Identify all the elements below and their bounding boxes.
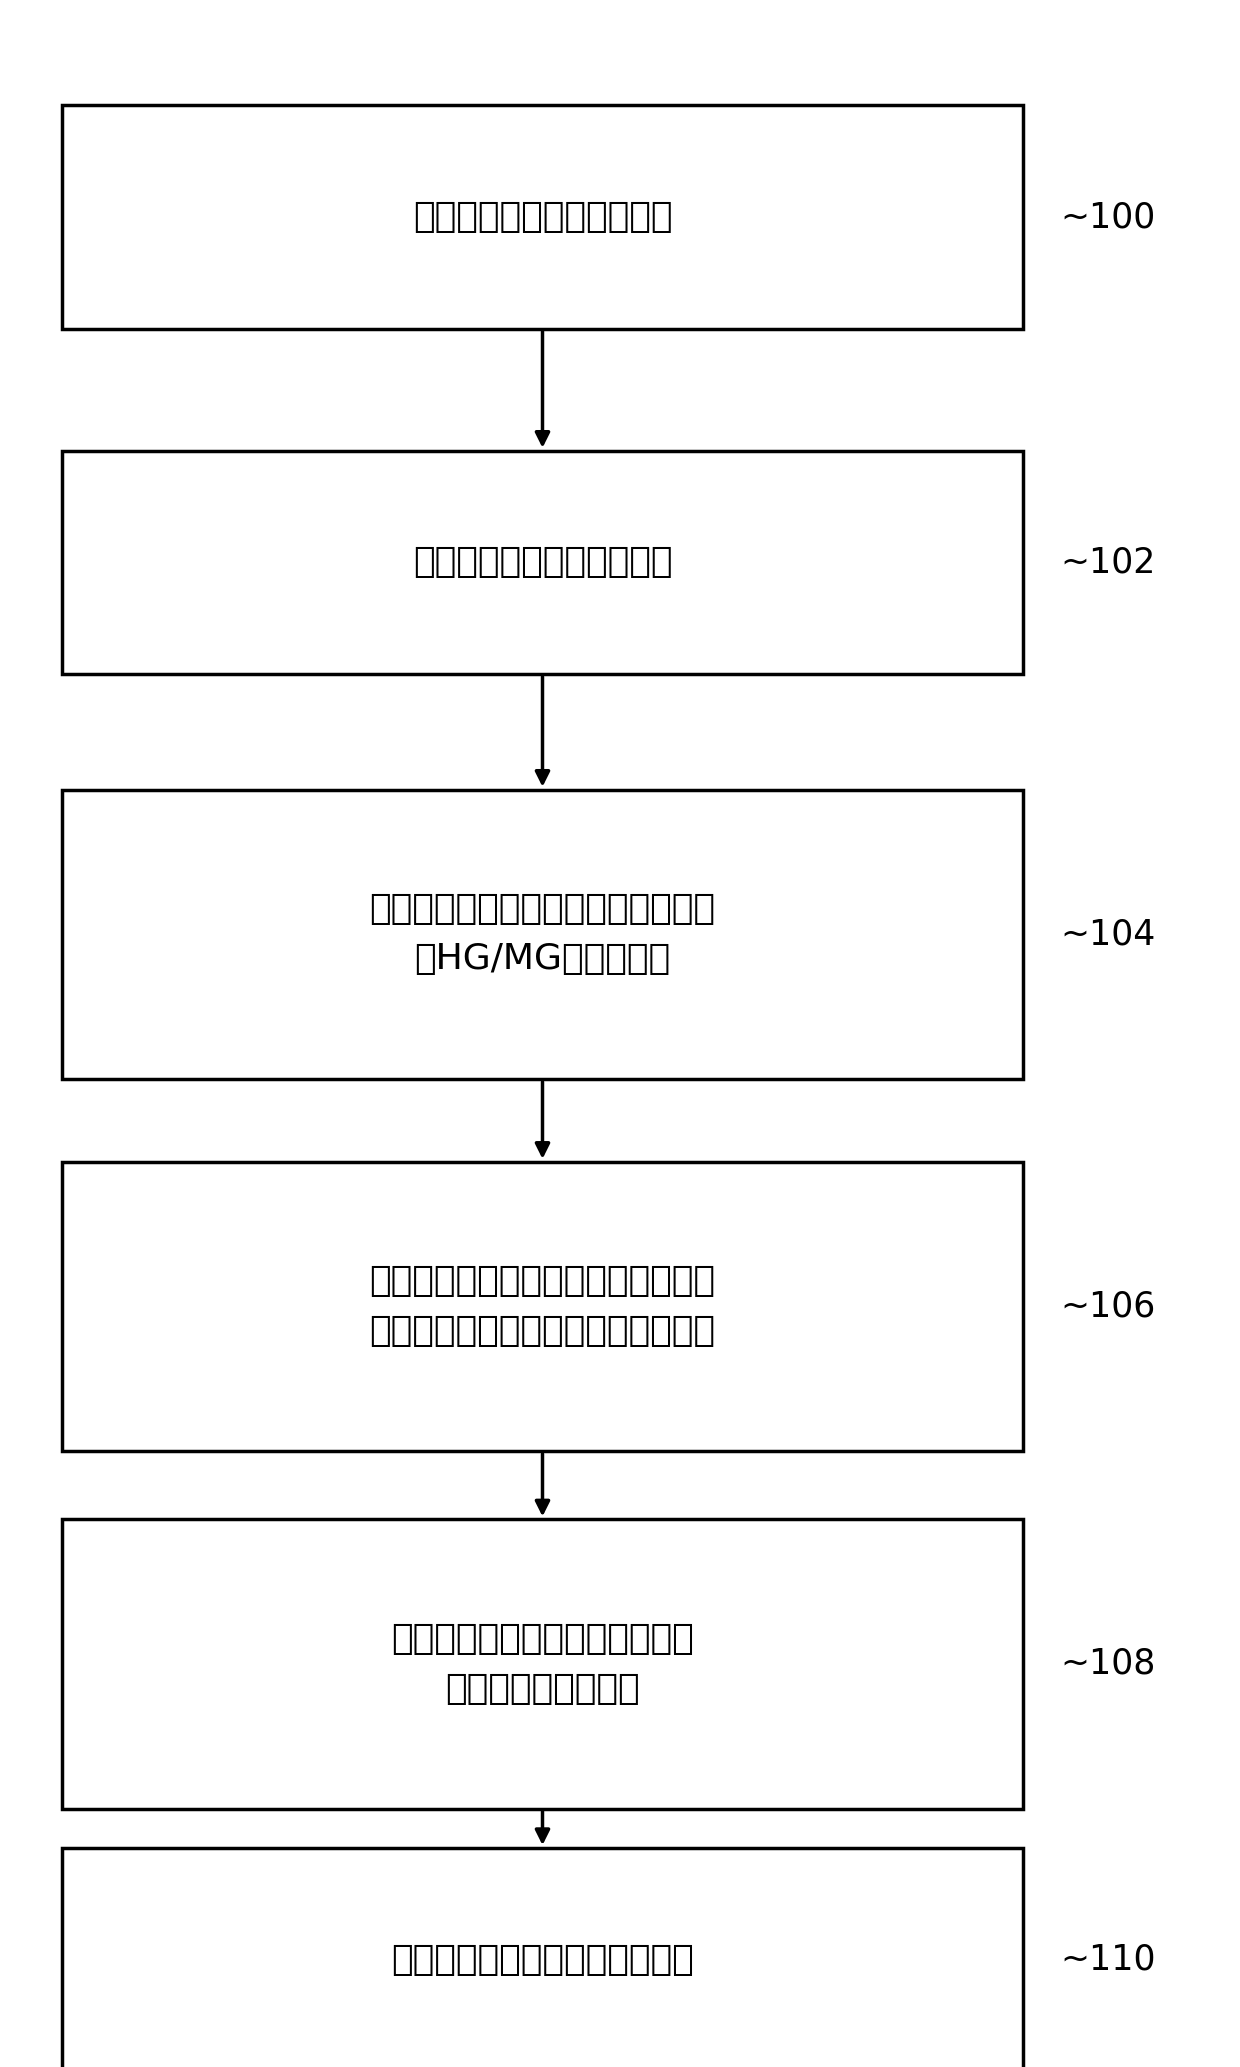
Text: ~106: ~106 bbox=[1060, 1290, 1156, 1323]
Text: 于各接触洞内形成一导电接触层: 于各接触洞内形成一导电接触层 bbox=[391, 1943, 694, 1976]
Text: ~110: ~110 bbox=[1060, 1943, 1156, 1976]
FancyBboxPatch shape bbox=[62, 1519, 1023, 1809]
FancyBboxPatch shape bbox=[62, 790, 1023, 1079]
Text: 于半导体基板之上形成一层间介电层
并于层间介电层内形成至少一接触洞: 于半导体基板之上形成一层间介电层 并于层间介电层内形成至少一接触洞 bbox=[370, 1265, 715, 1348]
Text: ~108: ~108 bbox=[1060, 1647, 1156, 1680]
Text: ~104: ~104 bbox=[1060, 918, 1156, 951]
Text: ~102: ~102 bbox=[1060, 546, 1156, 579]
FancyBboxPatch shape bbox=[62, 105, 1023, 329]
Text: 于半导体基板上形成外延层: 于半导体基板上形成外延层 bbox=[413, 200, 672, 234]
FancyBboxPatch shape bbox=[62, 1162, 1023, 1451]
Text: 施行一氟离子死杂制作工艺: 施行一氟离子死杂制作工艺 bbox=[413, 546, 672, 579]
Text: 施行一高介电常数介电层／金属栊极
（HG/MG）制作工艺: 施行一高介电常数介电层／金属栊极 （HG/MG）制作工艺 bbox=[370, 893, 715, 976]
Text: ~100: ~100 bbox=[1060, 200, 1156, 234]
FancyBboxPatch shape bbox=[62, 1848, 1023, 2067]
FancyBboxPatch shape bbox=[62, 451, 1023, 674]
Text: 于暴露出于各接触洞的外延层内
形成一金属硅化物层: 于暴露出于各接触洞的外延层内 形成一金属硅化物层 bbox=[391, 1623, 694, 1705]
